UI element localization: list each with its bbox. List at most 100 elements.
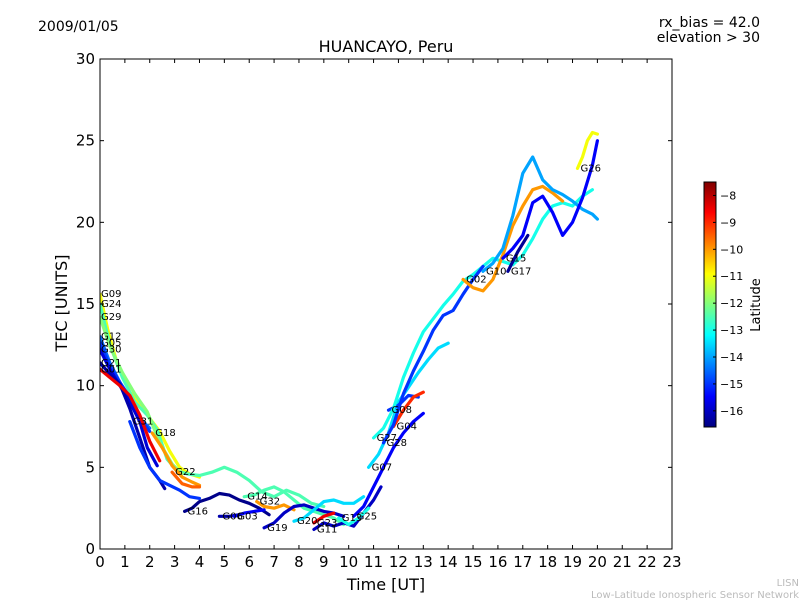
series-label-g16: G16 (188, 506, 208, 517)
footer-network: Low-Latitude Ionospheric Sensor Network (591, 590, 799, 600)
series-label-g11: G11 (317, 524, 337, 535)
colorbar-tick-label: −14 (720, 351, 743, 364)
x-tick-label: 23 (662, 553, 681, 571)
series-label-g06: G06 (222, 511, 242, 522)
colorbar-tick-label: −10 (720, 243, 743, 256)
x-tick-label: 0 (95, 553, 105, 571)
series-label-g08: G08 (391, 405, 411, 416)
colorbar: −8 −9 −10 −11 −12 −13 −14 −15 −16 (703, 181, 743, 428)
series-label-g21: G21 (101, 358, 121, 369)
series-g23 (312, 511, 336, 525)
x-tick-label: 20 (588, 553, 607, 571)
rx-bias-label: rx_bias = 42.0 (659, 15, 760, 31)
plot-background (100, 59, 672, 549)
series-label-g22: G22 (175, 467, 195, 478)
colorbar-tick-label: −16 (720, 405, 743, 418)
x-tick-label: 12 (389, 553, 408, 571)
x-tick-label: 8 (294, 553, 304, 571)
series-g20 (292, 495, 366, 523)
y-axis-title: TEC [UNITS] (52, 255, 71, 353)
series-g02 (461, 184, 565, 293)
x-tick-label: 7 (269, 553, 279, 571)
x-tick-label: 6 (244, 553, 254, 571)
y-tick-label: 10 (76, 377, 95, 395)
x-tick-label: 4 (195, 553, 205, 571)
x-tick-label: 13 (414, 553, 433, 571)
series-label-g02: G02 (466, 275, 486, 286)
series-label-g10: G10 (486, 266, 506, 277)
colorbar-tick-label: −13 (720, 324, 743, 337)
y-tick-label: 20 (76, 213, 95, 231)
x-tick-label: 3 (170, 553, 180, 571)
series-g04 (391, 390, 425, 429)
series-label-g25: G25 (357, 511, 377, 522)
x-tick-label: 19 (563, 553, 582, 571)
y-tick-label: 25 (76, 132, 95, 150)
series-label-g05: G05 (101, 338, 121, 349)
x-tick-label: 10 (339, 553, 358, 571)
series-label-g29: G29 (101, 312, 121, 323)
colorbar-tick-label: −11 (720, 270, 743, 283)
x-tick-label: 9 (319, 553, 329, 571)
series-g01 (100, 367, 162, 463)
series-label-g09: G09 (101, 289, 121, 300)
series-g03 (232, 508, 266, 518)
y-tick-label: 30 (76, 50, 95, 68)
series-label-g31: G31 (133, 417, 153, 428)
series-label-g17: G17 (511, 266, 531, 277)
series-g10 (481, 155, 600, 273)
series-g16 (183, 491, 271, 517)
series-label-g04: G04 (396, 422, 416, 433)
series-label-g20: G20 (297, 516, 317, 527)
series-label-g12: G12 (101, 332, 121, 343)
chart-title: HUANCAYO, Peru (319, 37, 454, 56)
y-tick-label: 5 (85, 458, 95, 476)
x-axis-title: Time [UT] (346, 575, 425, 594)
series-g30 (100, 348, 159, 468)
series-g28 (381, 264, 485, 445)
series-label-g23: G23 (317, 518, 337, 529)
footer-lisn: LISN (777, 578, 799, 589)
x-tick-label: 2 (145, 553, 155, 571)
date-label: 2009/01/05 (38, 19, 119, 35)
series-label-g01: G01 (101, 364, 121, 375)
colorbar-title: Latitude (749, 278, 764, 332)
series-label-g30: G30 (101, 345, 121, 356)
series-g15 (501, 139, 600, 260)
series-g26 (575, 130, 600, 170)
x-tick-label: 21 (613, 553, 632, 571)
series-g07 (367, 341, 450, 469)
elevation-label: elevation > 30 (657, 30, 760, 46)
x-tick-label: 5 (220, 553, 230, 571)
series-g17 (506, 233, 530, 273)
series-g31 (128, 420, 202, 500)
series-label-g13: G13 (342, 513, 362, 524)
colorbar-tick-label: −9 (720, 216, 736, 229)
series-label-g14: G14 (247, 492, 267, 503)
series-g32 (255, 500, 296, 512)
x-axis: 0 1 2 3 4 5 6 7 8 9 10 11 12 13 14 15 16 17 18 19 20 21 22 23 (95, 59, 682, 571)
series-label-g15: G15 (506, 253, 526, 264)
series-label-g18: G18 (155, 428, 175, 439)
series-g22 (170, 470, 202, 489)
series-label-g27: G27 (377, 433, 397, 444)
x-tick-label: 22 (638, 553, 657, 571)
x-tick-label: 17 (513, 553, 532, 571)
x-tick-label: 14 (439, 553, 458, 571)
series-g25 (352, 411, 425, 518)
traces (100, 130, 600, 532)
series-label-g24: G24 (101, 299, 121, 310)
series-label-g32: G32 (260, 497, 280, 508)
x-tick-label: 16 (488, 553, 507, 571)
series-label-g19: G19 (267, 523, 287, 534)
series-g18 (150, 431, 202, 487)
x-tick-label: 11 (364, 553, 383, 571)
colorbar-tick-label: −15 (720, 378, 743, 391)
x-tick-label: 18 (538, 553, 557, 571)
series-label-g26: G26 (580, 163, 600, 174)
series-label-g03: G03 (237, 511, 257, 522)
colorbar-tick-label: −12 (720, 297, 743, 310)
series-g13 (337, 506, 371, 527)
